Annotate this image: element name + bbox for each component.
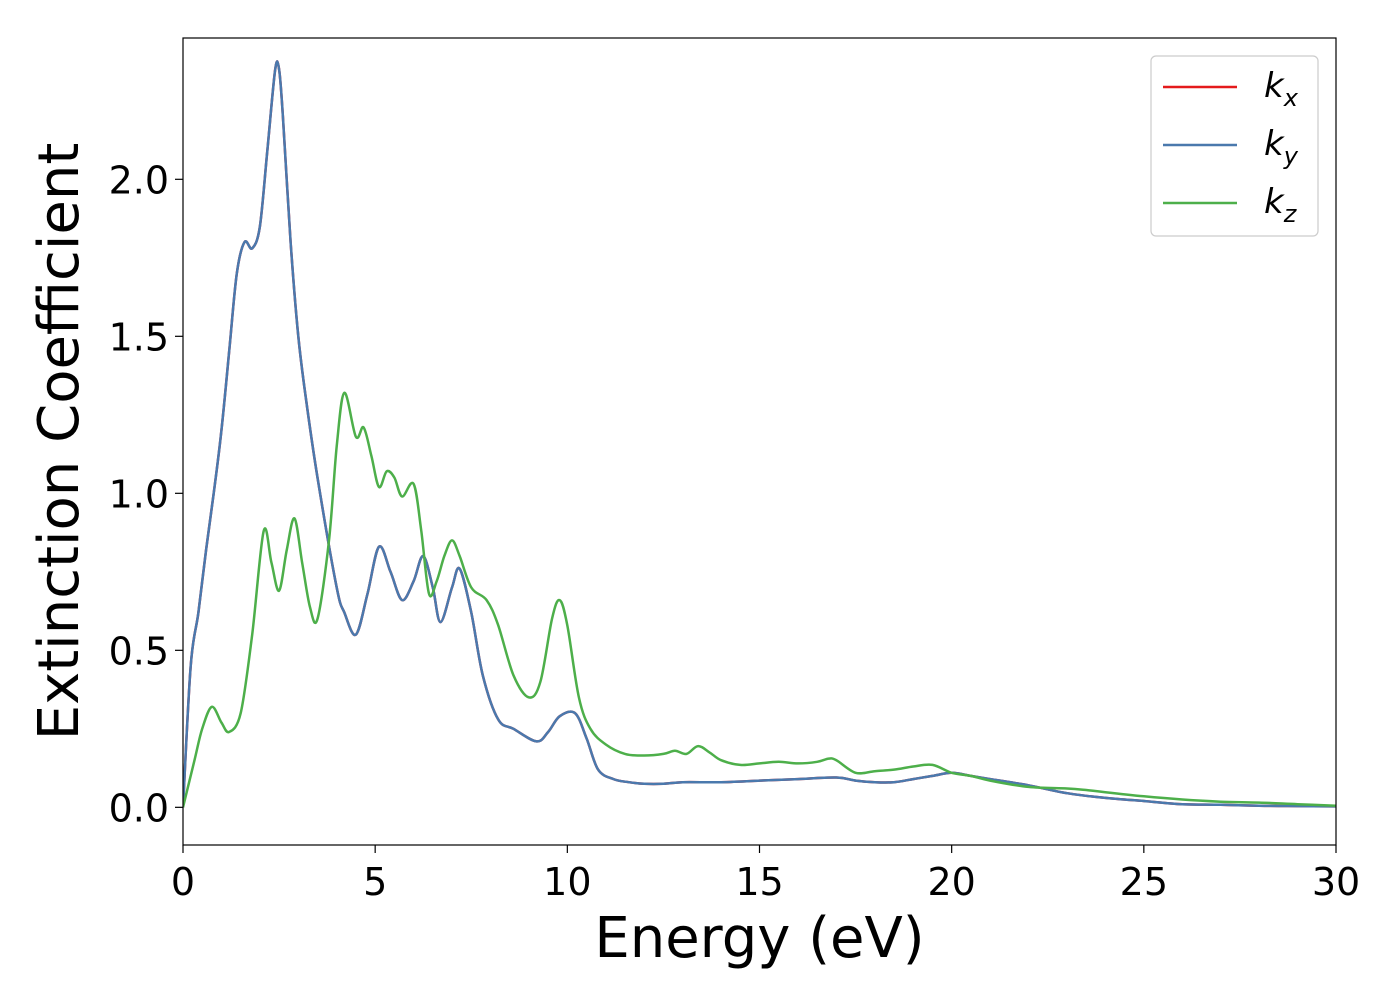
series-line-kz xyxy=(183,391,1336,808)
legend: kx ky kz xyxy=(1150,55,1319,237)
y-tick-label: 1.5 xyxy=(109,315,169,359)
x-tick-label: 20 xyxy=(927,860,975,904)
x-tick-label: 5 xyxy=(363,860,387,904)
x-axis-ticks: 0 5 10 15 20 25 30 xyxy=(171,845,1360,904)
x-tick-label: 0 xyxy=(171,860,195,904)
x-tick-label: 15 xyxy=(735,860,783,904)
plot-area xyxy=(183,60,1336,808)
x-tick-label: 10 xyxy=(543,860,591,904)
y-tick-label: 1.0 xyxy=(109,472,169,516)
y-tick-label: 2.0 xyxy=(109,158,169,202)
series-line-ky xyxy=(183,60,1336,808)
x-tick-label: 30 xyxy=(1312,860,1360,904)
y-axis-title: Extinction Coefficient xyxy=(27,143,92,741)
y-tick-label: 0.5 xyxy=(109,629,169,673)
legend-label-kx: kx xyxy=(1264,66,1299,112)
legend-label-ky: ky xyxy=(1264,124,1299,170)
x-axis-title: Energy (eV) xyxy=(594,906,924,971)
x-tick-label: 25 xyxy=(1120,860,1168,904)
y-axis-ticks: 0.0 0.5 1.0 1.5 2.0 xyxy=(109,158,183,830)
legend-label-kz: kz xyxy=(1264,182,1298,228)
y-tick-label: 0.0 xyxy=(109,786,169,830)
